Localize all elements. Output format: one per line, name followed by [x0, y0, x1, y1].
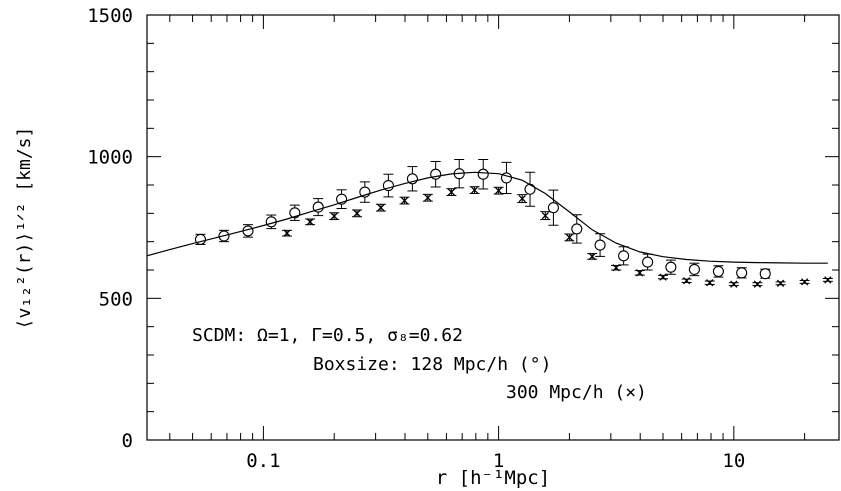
y-tick-label: 1000 — [87, 147, 133, 169]
model-curve — [146, 171, 828, 264]
point-cross-stroke — [518, 194, 526, 203]
point-cross — [424, 194, 432, 202]
point-cross — [306, 218, 314, 226]
y-tick-label: 500 — [99, 288, 133, 310]
data-marks — [146, 159, 833, 288]
point-circle — [736, 267, 748, 279]
point-cross-stroke — [541, 211, 549, 220]
annotation-boxsize-300: 300 Mpc/h (×) — [506, 382, 647, 403]
point-cross-stroke — [470, 186, 479, 194]
point-circle — [382, 180, 394, 192]
point-cross-stroke — [730, 280, 738, 288]
point-cross-stroke — [753, 280, 762, 288]
point-cross-stroke — [612, 264, 620, 272]
plot-frame — [146, 14, 840, 441]
point-cross — [753, 280, 762, 288]
point-circle — [547, 202, 559, 214]
point-circle — [688, 263, 700, 275]
point-cross-stroke — [565, 233, 574, 242]
point-cross-stroke — [800, 278, 809, 286]
point-cross — [541, 211, 549, 220]
point-cross-stroke — [400, 196, 409, 205]
point-cross — [283, 229, 291, 237]
point-cross — [636, 269, 644, 277]
point-circle — [594, 239, 606, 251]
point-cross — [824, 276, 832, 284]
point-circle — [712, 265, 724, 277]
point-cross-stroke — [636, 269, 644, 277]
point-cross-stroke — [330, 212, 338, 220]
point-cross — [682, 277, 691, 285]
point-circle — [477, 168, 489, 180]
tick-labels: 0.1 1 10 0 500 1000 1500 — [87, 5, 745, 472]
y-tick-label: 1500 — [87, 5, 133, 27]
point-cross-stroke — [682, 277, 691, 285]
point-cross-stroke — [824, 276, 832, 284]
point-circle — [618, 250, 630, 262]
point-cross-stroke — [306, 218, 314, 226]
point-cross — [800, 278, 809, 286]
point-cross — [659, 273, 667, 281]
point-cross-stroke — [494, 187, 503, 195]
y-axis-label: ⟨v₁₂²(r)⟩¹ᐟ² [km/s] — [14, 127, 35, 330]
point-circle — [571, 223, 583, 235]
point-cross-stroke — [283, 229, 291, 237]
axis-ticks — [147, 14, 839, 441]
point-cross — [565, 233, 574, 242]
point-cross — [706, 279, 714, 287]
point-cross — [447, 188, 456, 196]
point-cross-stroke — [776, 279, 785, 287]
point-cross — [330, 212, 338, 220]
x-tick-label: 10 — [722, 450, 745, 472]
x-tick-label: 0.1 — [246, 450, 280, 472]
point-cross — [377, 204, 385, 212]
annotation-model: SCDM: Ω=1, Γ=0.5, σ₈=0.62 — [192, 325, 463, 346]
point-circle — [312, 201, 324, 213]
x-tick-label: 1 — [493, 450, 504, 472]
point-cross — [518, 194, 526, 203]
point-cross-stroke — [353, 209, 361, 217]
x-axis-label: r [h⁻¹Mpc] — [436, 467, 550, 489]
point-cross — [470, 186, 479, 194]
point-cross — [776, 279, 785, 287]
point-circle — [642, 256, 654, 268]
point-cross — [588, 252, 596, 261]
annotation-boxsize-128: Boxsize: 128 Mpc/h (°) — [313, 354, 551, 375]
point-cross-stroke — [447, 188, 456, 196]
point-cross — [400, 196, 409, 205]
point-circle — [759, 268, 771, 280]
point-cross-stroke — [377, 204, 385, 212]
point-cross-stroke — [424, 194, 432, 202]
point-cross-stroke — [659, 273, 667, 281]
point-cross — [494, 187, 503, 195]
point-cross — [730, 280, 738, 288]
point-cross — [353, 209, 361, 217]
point-circle — [524, 183, 536, 195]
point-cross-stroke — [706, 279, 714, 287]
point-cross-stroke — [588, 252, 596, 261]
point-cross — [612, 264, 620, 272]
y-tick-label: 0 — [122, 430, 133, 452]
point-circle — [665, 261, 677, 273]
